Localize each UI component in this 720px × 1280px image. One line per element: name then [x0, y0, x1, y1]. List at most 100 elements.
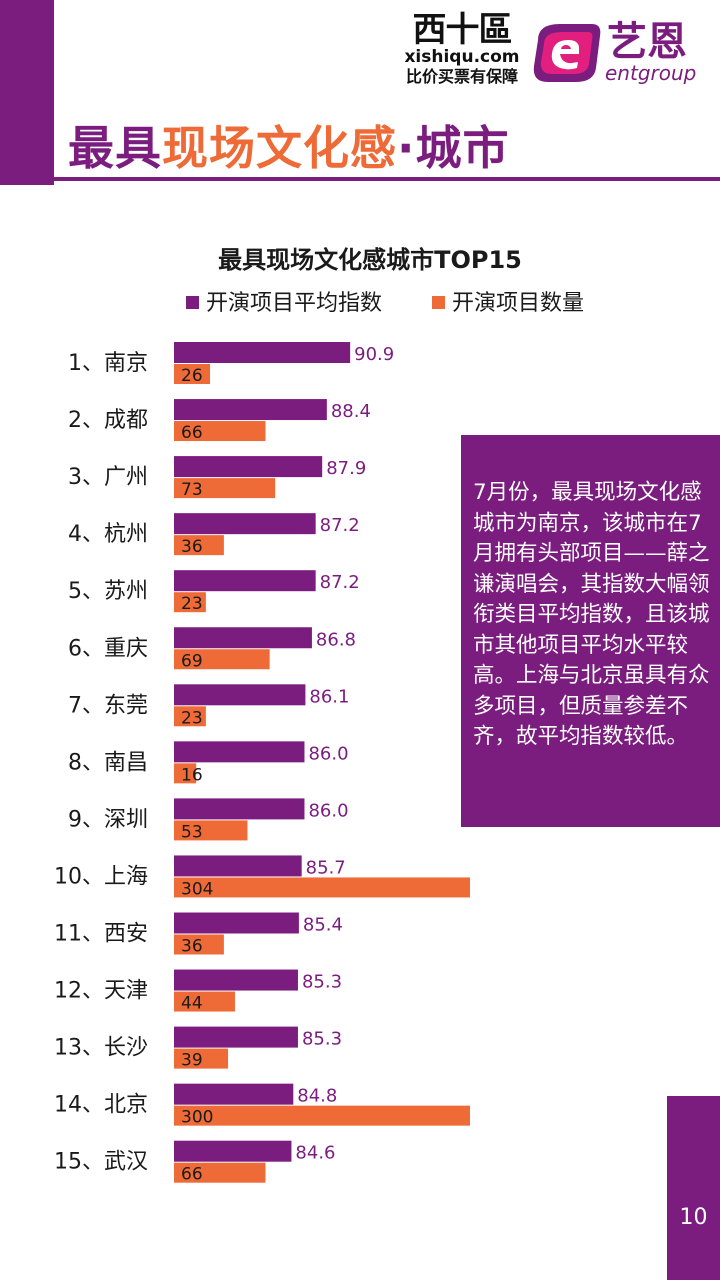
page-number-tab: [667, 1096, 720, 1280]
bar-avg-index: [174, 627, 312, 649]
entgroup-logo: 艺恩 entgroup: [530, 18, 720, 88]
bar-count: [174, 364, 211, 384]
legend-swatch-count: [432, 295, 445, 309]
bar-count: [174, 1105, 470, 1126]
bar-avg-index: [174, 399, 327, 421]
value-label-avg-index: 86.8: [316, 629, 356, 650]
xishiqu-logo-mark: 西十區: [412, 10, 513, 50]
value-label-avg-index: 87.2: [320, 572, 360, 593]
value-label-count: 69: [181, 651, 203, 671]
category-label: 2、成都: [68, 408, 148, 433]
value-label-avg-index: 84.6: [295, 1143, 335, 1164]
entgroup-logo-cn: 艺恩: [607, 19, 687, 65]
bar-avg-index: [174, 456, 323, 478]
legend-swatch-avg-index: [186, 295, 199, 309]
category-label: 3、广州: [68, 465, 148, 490]
category-label: 11、西安: [54, 922, 148, 947]
category-label: 13、长沙: [54, 1036, 148, 1061]
value-label-avg-index: 90.9: [354, 344, 394, 365]
analysis-note: 7月份，最具现场文化感城市为南京，该城市在7月拥有头部项目——薛之谦演唱会，其指…: [461, 435, 720, 827]
category-label: 15、武汉: [54, 1150, 148, 1175]
value-label-count: 66: [181, 1165, 203, 1185]
bar-count: [174, 706, 206, 727]
bar-avg-index: [174, 741, 305, 763]
bar-avg-index: [174, 513, 316, 535]
page-title-part3: ·城市: [397, 121, 510, 175]
value-label-avg-index: 87.9: [326, 458, 366, 479]
xishiqu-logo: 西十區 xishiqu.com 比价买票有保障: [392, 12, 532, 88]
category-label: 6、重庆: [68, 636, 148, 661]
xishiqu-logo-domain: xishiqu.com: [404, 47, 520, 67]
bar-avg-index: [174, 1083, 294, 1105]
value-label-count: 300: [181, 1108, 213, 1128]
bar-count: [174, 592, 206, 613]
bar-avg-index: [174, 1140, 292, 1162]
bar-count: [174, 421, 266, 442]
page-title-part1: 最具: [68, 121, 162, 175]
category-label: 4、杭州: [68, 522, 148, 547]
bar-chart: 1、南京 90.9 26 2、成都 88.4 66 3、广州 87.9 73 4、杭州 87.2 36…: [54, 342, 470, 1185]
bar-count: [174, 1162, 266, 1183]
category-label: 9、深圳: [68, 807, 148, 832]
value-label-avg-index: 85.3: [302, 1029, 342, 1050]
value-label-count: 39: [181, 1051, 203, 1071]
category-label: 5、苏州: [68, 579, 148, 604]
bar-avg-index: [174, 570, 316, 592]
bar-avg-index: [174, 1026, 298, 1048]
value-label-count: 36: [181, 937, 203, 957]
bar-count: [174, 991, 235, 1012]
value-label-avg-index: 88.4: [331, 401, 371, 422]
entgroup-logo-en: entgroup: [605, 61, 697, 85]
value-label-avg-index: 85.7: [306, 857, 346, 878]
value-label-avg-index: 87.2: [320, 515, 360, 536]
value-label-count: 16: [181, 765, 203, 785]
value-label-count: 304: [181, 879, 213, 899]
value-label-count: 66: [181, 423, 203, 443]
category-label: 7、东莞: [68, 693, 148, 718]
value-label-count: 26: [181, 366, 203, 386]
bar-count: [174, 763, 197, 784]
value-label-count: 23: [181, 708, 203, 728]
bar-avg-index: [174, 798, 305, 820]
value-label-count: 44: [181, 994, 203, 1014]
legend-item-avg-index: 开演项目平均指数: [186, 285, 383, 316]
header-accent-bar: [0, 0, 54, 185]
bar-count: [174, 478, 276, 499]
page-title: 最具现场文化感·城市: [68, 112, 509, 178]
bar-count: [174, 877, 470, 898]
category-label: 14、北京: [54, 1093, 148, 1118]
bar-count: [174, 1048, 229, 1069]
legend-item-count: 开演项目数量: [432, 285, 585, 316]
bar-count: [174, 820, 248, 841]
category-label: 10、上海: [54, 864, 148, 889]
value-label-count: 36: [181, 537, 203, 557]
bar-count: [174, 649, 270, 670]
value-label-avg-index: 86.0: [308, 800, 348, 821]
category-label: 12、天津: [54, 979, 148, 1004]
bar-count: [174, 535, 224, 556]
bar-avg-index: [174, 855, 302, 877]
entgroup-logo-icon: [533, 24, 601, 82]
legend-label-count: 开演项目数量: [452, 291, 585, 316]
analysis-note-text: 7月份，最具现场文化感城市为南京，该城市在7月拥有头部项目——薛之谦演唱会，其指…: [473, 480, 710, 749]
value-label-avg-index: 86.0: [308, 743, 348, 764]
bar-avg-index: [174, 912, 299, 934]
bar-avg-index: [174, 969, 298, 991]
bar-avg-index: [174, 684, 306, 706]
value-label-count: 73: [181, 480, 203, 500]
bar-count: [174, 934, 224, 955]
value-label-avg-index: 85.4: [303, 915, 343, 936]
legend-label-avg-index: 开演项目平均指数: [206, 291, 383, 316]
category-label: 8、南昌: [68, 750, 148, 775]
chart-title: 最具现场文化感城市TOP15: [218, 246, 522, 274]
xishiqu-logo-tagline: 比价买票有保障: [405, 67, 518, 86]
bar-avg-index: [174, 342, 351, 363]
value-label-avg-index: 85.3: [302, 972, 342, 993]
value-label-count: 53: [181, 822, 203, 842]
value-label-count: 23: [181, 594, 203, 614]
value-label-avg-index: 86.1: [309, 686, 349, 707]
category-label: 1、南京: [68, 351, 148, 376]
page-number: 10: [679, 1205, 708, 1230]
page-title-part2: 现场文化感: [162, 121, 397, 175]
value-label-avg-index: 84.8: [297, 1086, 337, 1107]
